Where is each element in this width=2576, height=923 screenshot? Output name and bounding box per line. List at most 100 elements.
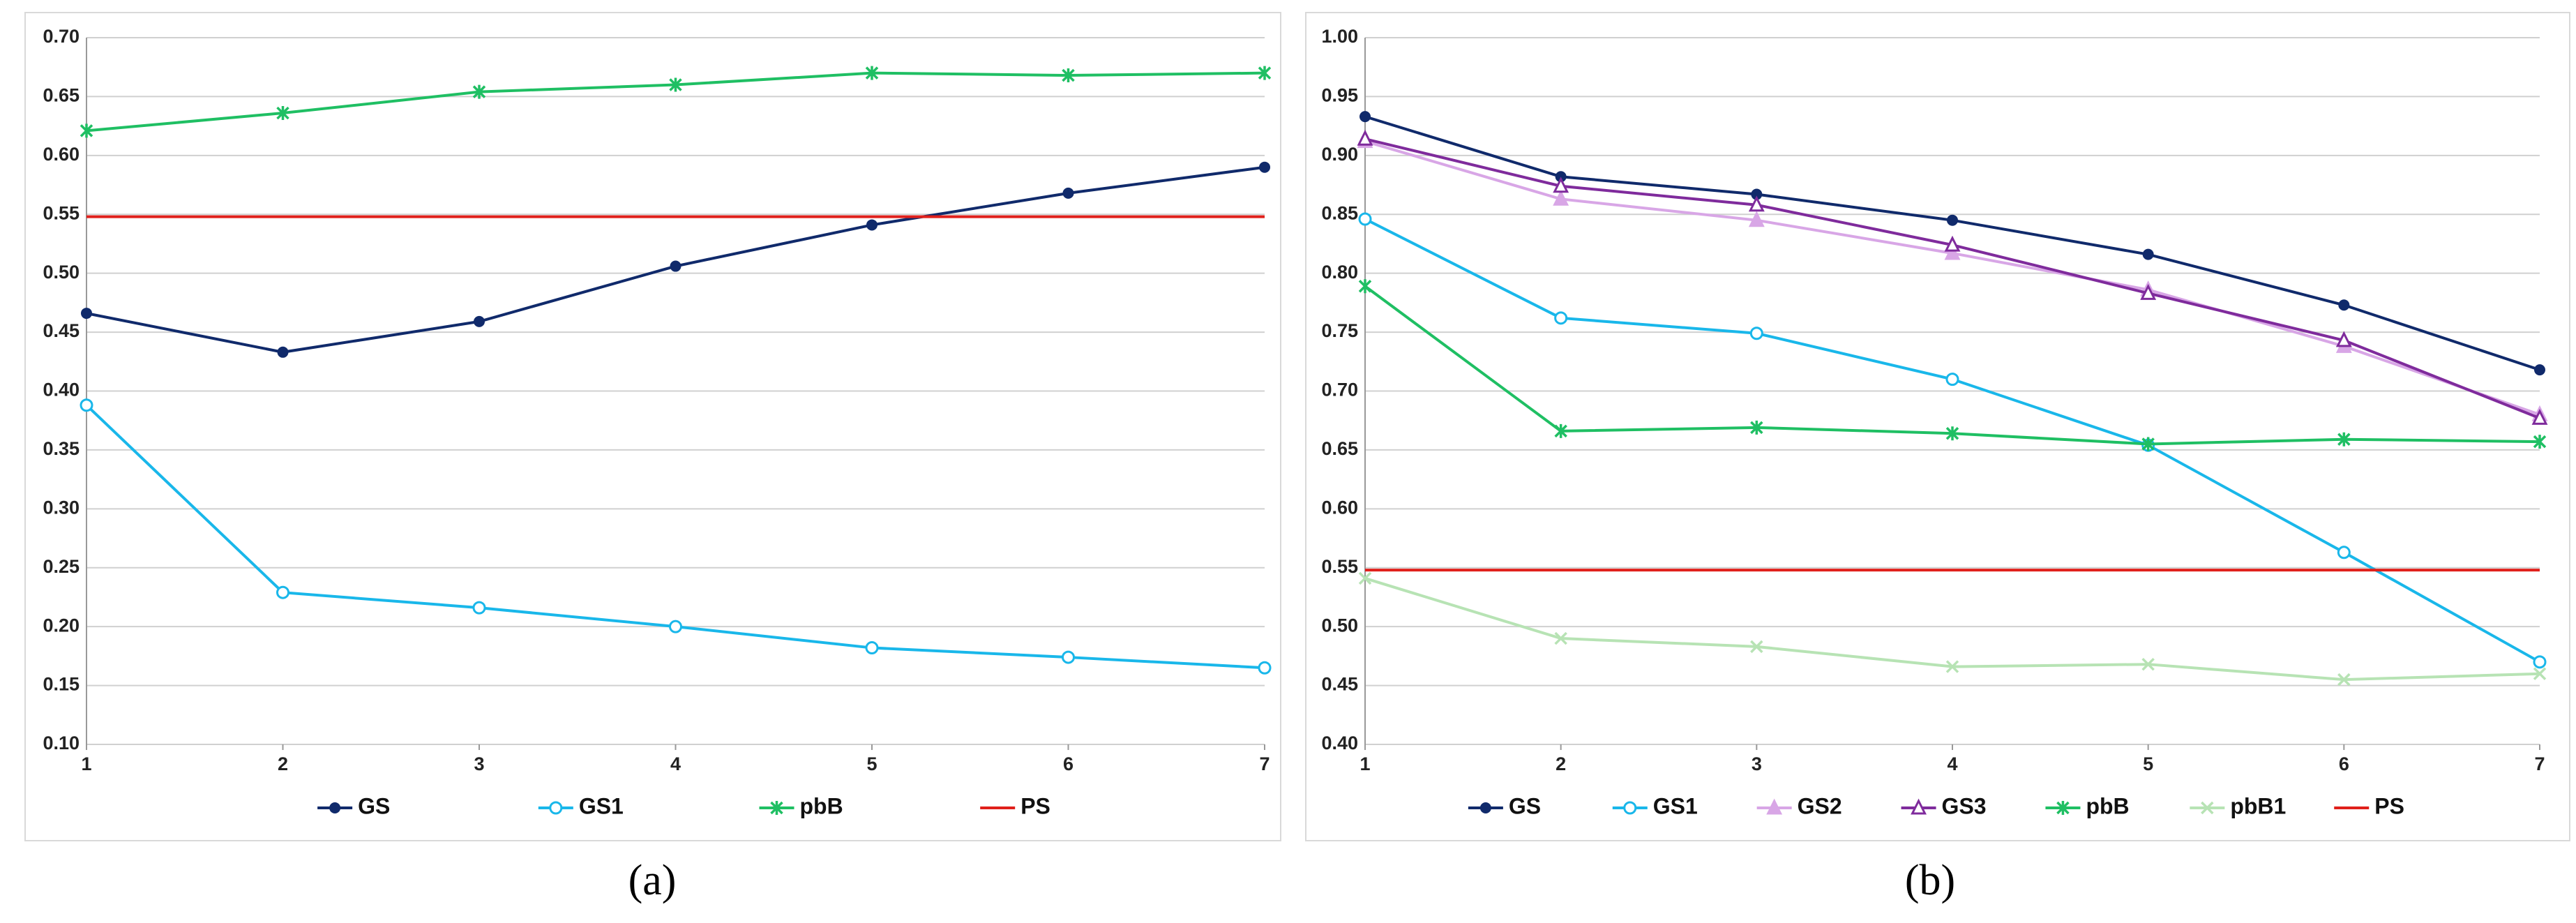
- x-tick-label: 7: [1259, 753, 1270, 774]
- point: [2533, 655, 2547, 669]
- point: [2140, 284, 2157, 300]
- point: [80, 123, 93, 138]
- point: [1554, 631, 1567, 645]
- legend-marker: [770, 801, 783, 815]
- y-tick-label: 0.55: [43, 202, 80, 223]
- legend-label: GS: [1509, 793, 1541, 818]
- y-tick-label: 0.30: [43, 497, 80, 518]
- x-tick-label: 1: [1359, 753, 1370, 774]
- point: [2335, 331, 2352, 347]
- x-tick-label: 5: [2143, 753, 2153, 774]
- legend-marker: [329, 802, 341, 813]
- y-tick-label: 0.70: [1321, 380, 1358, 400]
- point: [1945, 426, 1959, 441]
- x-tick-label: 3: [474, 753, 484, 774]
- point: [670, 260, 681, 272]
- point: [276, 585, 289, 599]
- point: [2337, 546, 2351, 560]
- y-tick-label: 0.65: [1321, 438, 1358, 459]
- point: [1062, 650, 1075, 664]
- legend-label: GS1: [579, 793, 624, 818]
- legend-marker: [2056, 801, 2070, 815]
- y-tick-label: 0.60: [1321, 497, 1358, 518]
- point: [1944, 235, 1961, 252]
- x-tick-label: 6: [2339, 753, 2349, 774]
- y-tick-label: 0.60: [43, 144, 80, 165]
- x-tick-label: 4: [1947, 753, 1957, 774]
- point: [1358, 212, 1372, 226]
- point: [2531, 408, 2548, 425]
- point: [80, 398, 93, 412]
- point: [2533, 435, 2547, 449]
- point: [2337, 673, 2351, 686]
- caption: (a): [628, 857, 677, 904]
- point: [472, 84, 486, 99]
- point: [2534, 364, 2545, 376]
- y-tick-label: 0.25: [43, 556, 80, 577]
- point: [1945, 660, 1959, 673]
- legend-label: PS: [1020, 793, 1050, 818]
- y-tick-label: 0.45: [43, 320, 80, 341]
- legend-label: GS2: [1798, 793, 1842, 818]
- legend-marker: [1623, 801, 1637, 815]
- chart-frame: [1305, 12, 2570, 841]
- point: [81, 308, 92, 320]
- legend-label: GS3: [1942, 793, 1987, 818]
- point: [1944, 243, 1961, 260]
- point: [2337, 432, 2351, 447]
- point: [1750, 420, 1763, 435]
- y-tick-label: 0.55: [1321, 556, 1358, 577]
- point: [2338, 299, 2350, 311]
- y-tick-label: 0.75: [1321, 320, 1358, 341]
- point: [1258, 66, 1272, 80]
- point: [1554, 423, 1567, 438]
- point: [1062, 187, 1074, 199]
- x-tick-label: 3: [1752, 753, 1762, 774]
- point: [1359, 111, 1371, 123]
- y-tick-label: 0.35: [43, 438, 80, 459]
- point: [1749, 327, 1763, 340]
- chart: 0.10 0.15 0.20 0.25 0.30 0.35 0.40 0.45 0.50 0.55…: [24, 12, 1281, 841]
- legend-marker: [1766, 798, 1783, 815]
- legend-label: PS: [2374, 793, 2404, 818]
- point: [669, 620, 682, 633]
- x-tick-label: 1: [81, 753, 91, 774]
- legend-marker: [1911, 798, 1927, 815]
- legend-label: pbB: [800, 793, 843, 818]
- x-tick-label: 5: [866, 753, 877, 774]
- legend-label: GS: [358, 793, 390, 818]
- chart: 0.40 0.45 0.50 0.55 0.60 0.65 0.70 0.75 0.80 0.85…: [1305, 12, 2570, 841]
- point: [865, 641, 879, 655]
- point: [1748, 195, 1765, 212]
- point: [1062, 68, 1075, 83]
- point: [1358, 279, 1372, 294]
- y-tick-label: 0.70: [43, 26, 80, 47]
- point: [1748, 211, 1765, 227]
- point: [277, 346, 289, 358]
- y-tick-label: 0.50: [43, 262, 80, 283]
- point: [2141, 437, 2155, 451]
- point: [1751, 188, 1763, 200]
- y-tick-label: 1.00: [1321, 26, 1358, 47]
- point: [1553, 189, 1569, 206]
- point: [866, 219, 878, 231]
- point: [1945, 373, 1959, 387]
- y-tick-label: 0.65: [43, 85, 80, 106]
- y-tick-label: 0.40: [43, 380, 80, 400]
- y-tick-label: 0.20: [43, 615, 80, 636]
- y-tick-label: 0.85: [1321, 202, 1358, 223]
- chart-frame: [24, 12, 1281, 841]
- x-tick-label: 4: [670, 753, 681, 774]
- legend-marker: [549, 801, 563, 815]
- legend-marker: [2201, 801, 2214, 815]
- point: [1358, 571, 1372, 585]
- point: [2141, 657, 2155, 671]
- legend-label: pbB1: [2230, 793, 2286, 818]
- y-tick-label: 0.80: [1321, 262, 1358, 283]
- point: [1750, 640, 1763, 654]
- y-tick-label: 0.90: [1321, 144, 1358, 165]
- y-tick-label: 0.50: [1321, 615, 1358, 636]
- x-tick-label: 2: [278, 753, 288, 774]
